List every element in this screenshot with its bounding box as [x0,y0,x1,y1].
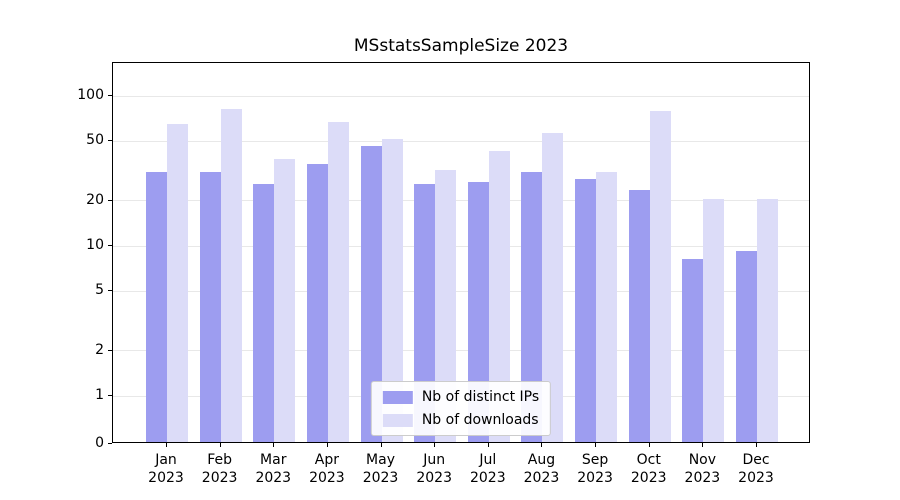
y-tick-mark [108,349,112,351]
x-tick-mark [595,443,597,447]
bar-nb-of-distinct-ips-jan [146,172,167,442]
x-tick-label-jan: Jan 2023 [148,452,184,486]
bar-nb-of-downloads-nov [703,198,725,442]
bar-nb-of-downloads-jul [488,150,510,442]
x-tick-label-feb: Feb 2023 [201,452,238,486]
bar-nb-of-distinct-ips-jul [467,181,489,442]
x-tick-label-oct: Oct 2023 [630,452,667,486]
bar-nb-of-distinct-ips-apr [306,164,328,442]
y-tick-label: 5 [95,282,104,299]
x-tick-mark [487,443,489,447]
x-tick-mark [648,443,650,447]
bar-nb-of-downloads-oct [649,111,671,442]
x-tick-label-may: May 2023 [362,452,399,486]
bar-nb-of-distinct-ips-oct [628,189,650,442]
legend: Nb of distinct IPs Nb of downloads [370,381,552,436]
bar-nb-of-distinct-ips-jun [414,184,436,442]
y-tick-mark [108,290,112,292]
bar-nb-of-distinct-ips-sep [575,179,597,442]
bar-nb-of-downloads-aug [542,132,564,442]
y-tick-mark [108,95,112,96]
legend-label-downloads: Nb of downloads [421,412,539,428]
legend-patch-downloads-icon [382,413,413,427]
x-tick-label-jul: Jul 2023 [469,452,506,486]
bar-nb-of-distinct-ips-may [360,146,382,442]
legend-patch-distinct-ips-icon [382,390,413,404]
gridline [113,200,809,202]
y-tick-label: 20 [86,191,104,208]
x-tick-label-sep: Sep 2023 [577,452,613,486]
bar-nb-of-downloads-mar [274,158,296,442]
gridline [113,350,809,352]
y-tick-mark [108,245,112,246]
x-tick-mark [166,443,167,447]
bar-nb-of-downloads-may [381,139,403,442]
bar-nb-of-distinct-ips-mar [253,184,275,442]
y-tick-mark [108,199,112,201]
bar-nb-of-distinct-ips-dec [736,250,757,442]
bar-nb-of-downloads-feb [220,108,242,442]
y-tick-label: 0 [95,435,104,451]
x-tick-mark [756,443,757,447]
x-tick-mark [219,443,221,447]
x-tick-mark [702,443,704,447]
chart-title: MSstatsSampleSize 2023 [353,36,569,56]
x-tick-label-aug: Aug 2023 [523,452,560,486]
x-tick-label-apr: Apr 2023 [309,452,345,486]
bar-nb-of-downloads-jun [435,170,457,442]
bar-nb-of-distinct-ips-feb [199,172,221,442]
bar-nb-of-distinct-ips-nov [682,258,704,442]
gridline [113,290,809,292]
y-tick-label: 10 [86,237,104,253]
y-tick-label: 50 [86,132,104,149]
x-tick-mark [273,443,275,447]
bar-nb-of-distinct-ips-aug [521,172,543,442]
legend-entry-downloads: Nb of downloads [382,412,539,428]
bar-nb-of-downloads-apr [327,122,349,442]
gridline [113,245,809,247]
gridline [113,140,809,142]
y-tick-mark [108,140,112,142]
x-tick-label-jun: Jun 2023 [416,452,452,486]
x-tick-mark [434,443,436,447]
bar-nb-of-downloads-dec [757,198,778,442]
x-tick-label-dec: Dec 2023 [738,452,774,486]
x-tick-mark [326,443,328,447]
plot-area: Nb of distinct IPs Nb of downloads [112,62,810,443]
legend-label-distinct-ips: Nb of distinct IPs [421,389,540,405]
gridline [113,95,809,97]
x-tick-label-mar: Mar 2023 [255,452,292,486]
y-tick-mark [108,443,112,444]
y-tick-label: 100 [77,87,104,103]
x-tick-mark [541,443,543,447]
bar-nb-of-downloads-sep [596,172,618,442]
y-tick-label: 2 [95,341,104,358]
x-tick-mark [380,443,382,447]
y-tick-label: 1 [95,387,104,403]
legend-entry-distinct-ips: Nb of distinct IPs [382,389,540,405]
bar-nb-of-downloads-jan [167,124,188,442]
y-tick-mark [108,395,112,396]
x-tick-label-nov: Nov 2023 [684,452,721,486]
